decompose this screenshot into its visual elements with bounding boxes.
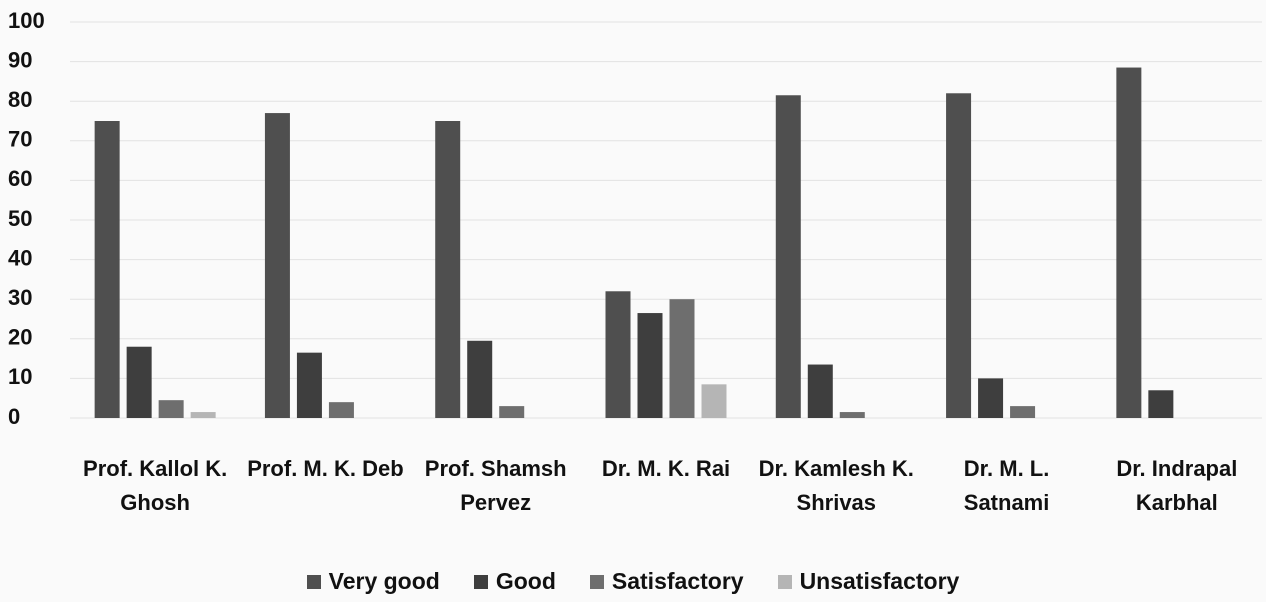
legend: Very good Good Satisfactory Unsatisfactory — [0, 568, 1266, 595]
bar — [669, 299, 695, 418]
bar — [1148, 390, 1174, 418]
bar — [499, 406, 525, 418]
bar — [1116, 67, 1142, 418]
bar — [296, 352, 322, 418]
legend-swatch — [473, 574, 488, 589]
bar — [839, 412, 865, 418]
legend-item: Very good — [306, 568, 440, 595]
x-tick-label: Dr. M. L. Satnami — [963, 456, 1050, 515]
y-tick-label: 0 — [8, 404, 20, 429]
x-tick-label: Prof. Kallol K. Ghosh — [83, 456, 228, 515]
bar — [946, 93, 972, 418]
x-tick-label: Dr. Kamlesh K. Shrivas — [758, 456, 914, 515]
bar — [264, 113, 290, 418]
legend-swatch — [589, 574, 604, 589]
bar — [701, 384, 727, 418]
x-tick-label: Prof. Shamsh Pervez — [424, 456, 567, 515]
legend-item: Unsatisfactory — [777, 568, 960, 595]
y-tick-label: 20 — [8, 325, 32, 350]
legend-item: Satisfactory — [589, 568, 744, 595]
y-tick-label: 60 — [8, 166, 32, 191]
legend-label: Good — [495, 568, 556, 594]
bar — [328, 402, 354, 418]
x-tick-label: Dr. M. K. Rai — [601, 456, 731, 481]
bar — [775, 95, 801, 418]
bar — [1010, 406, 1036, 418]
y-tick-label: 70 — [8, 127, 32, 152]
legend-label: Very good — [328, 568, 440, 594]
y-tick-label: 10 — [8, 364, 32, 389]
bar — [190, 412, 216, 418]
bar — [978, 378, 1004, 418]
bar — [435, 121, 461, 418]
legend-swatch — [777, 574, 792, 589]
bar — [467, 340, 493, 418]
bar — [158, 400, 184, 418]
y-tick-label: 90 — [8, 47, 32, 72]
legend-label: Unsatisfactory — [799, 568, 960, 594]
bar — [94, 121, 120, 418]
y-tick-label: 50 — [8, 206, 32, 231]
legend-item: Good — [473, 568, 556, 595]
y-tick-label: 30 — [8, 285, 32, 310]
x-tick-label: Prof. M. K. Deb — [247, 456, 404, 481]
bar — [807, 364, 833, 418]
legend-label: Satisfactory — [611, 568, 744, 594]
bar — [605, 291, 631, 418]
bar — [637, 313, 663, 418]
bar — [126, 346, 152, 418]
legend-swatch — [306, 574, 321, 589]
x-tick-label: Dr. Indrapal Karbhal — [1116, 456, 1238, 515]
y-tick-label: 100 — [8, 8, 45, 33]
y-tick-label: 40 — [8, 245, 32, 270]
y-tick-label: 80 — [8, 87, 32, 112]
